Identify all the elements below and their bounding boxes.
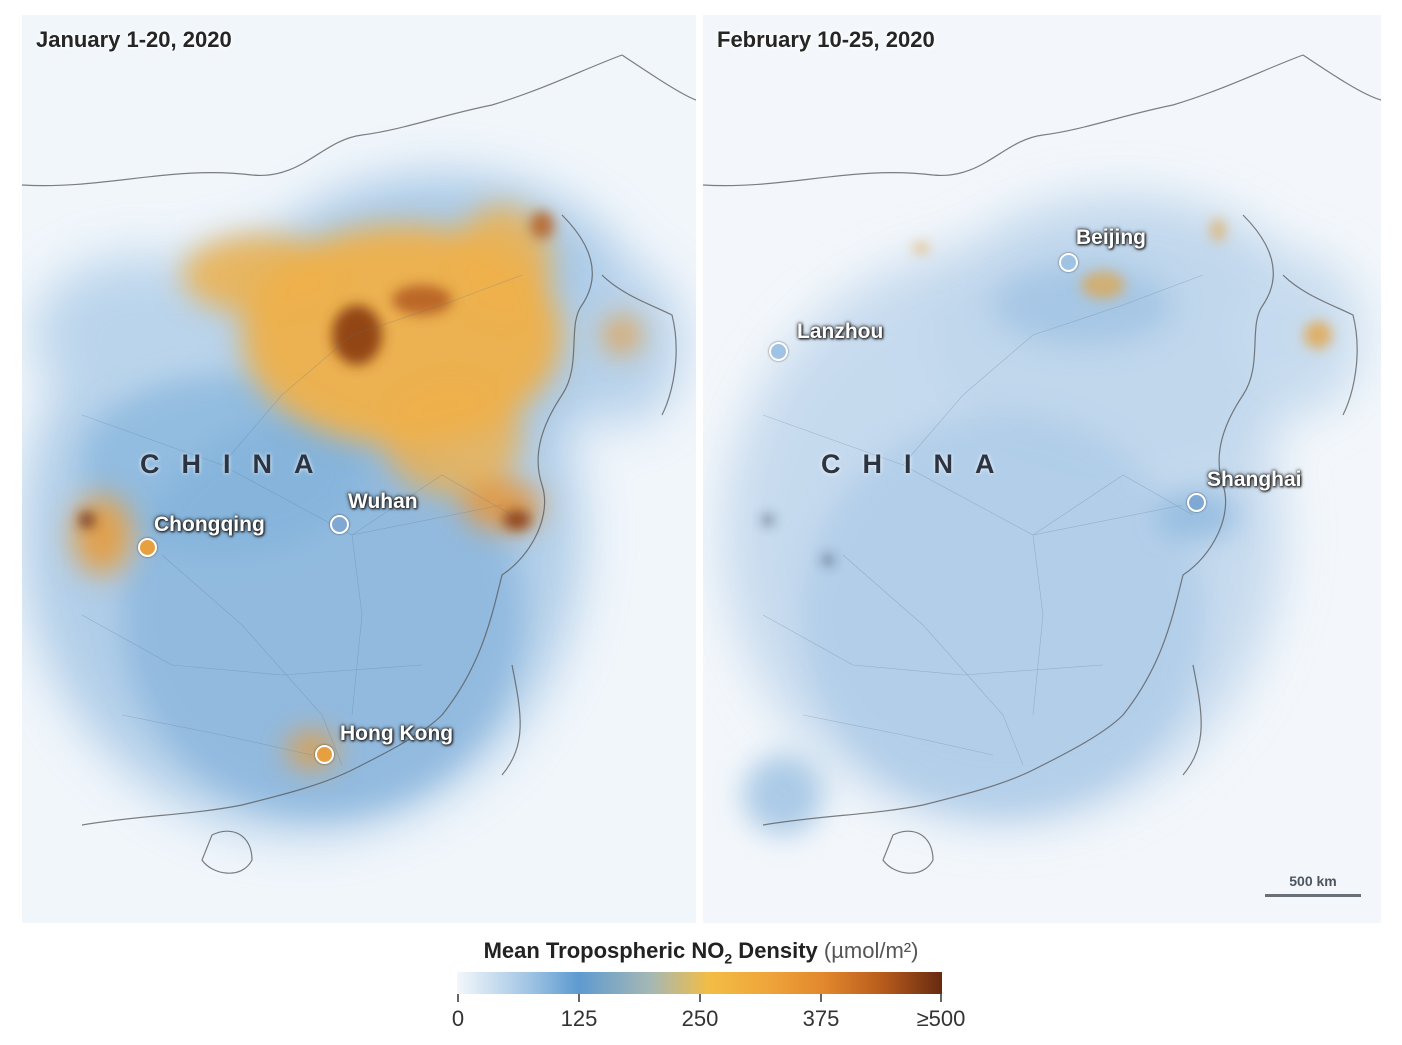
country-label-china: CHINA [821,449,1017,479]
legend-tick [578,994,580,1002]
city-label-wuhan: Wuhan [348,490,418,513]
panel-title-february: February 10-25, 2020 [717,27,935,52]
color-legend: Mean Tropospheric NO2 Density (µmol/m²) … [0,930,1402,1045]
city-marker-hong-kong[interactable] [315,745,334,764]
legend-title-rest: Density [732,938,824,963]
legend-tick-label-375: 375 [802,1006,840,1031]
country-label-china: CHINA [140,449,336,479]
legend-tick-label-0: 0 [451,1006,465,1031]
city-label-shanghai: Shanghai [1207,468,1302,491]
no2-map-january [22,15,696,923]
legend-tick [699,994,701,1002]
legend-title-subscript: 2 [724,950,733,967]
no2-map-february [703,15,1381,923]
city-label-lanzhou: Lanzhou [797,320,884,343]
scale-bar: 500 km [1265,873,1361,905]
panel-title-january: January 1-20, 2020 [36,27,232,52]
legend-tick-label-250: 250 [681,1006,719,1031]
city-label-beijing: Beijing [1076,226,1147,249]
city-label-hong-kong: Hong Kong [340,722,454,745]
legend-units: (µmol/m²) [823,938,919,963]
legend-tick-label-125: 125 [560,1006,598,1031]
scale-bar-label: 500 km [1289,873,1337,889]
legend-tick-label-500: ≥500 [916,1006,966,1031]
map-panel-january: January 1-20, 2020 CHINA Chongqing Wuhan… [22,15,696,923]
city-marker-chongqing[interactable] [138,538,157,557]
map-panel-february: February 10-25, 2020 CHINA Beijing Lanzh… [703,15,1381,923]
scale-bar-line [1265,894,1361,897]
city-marker-beijing[interactable] [1059,253,1078,272]
legend-color-bar [457,972,942,994]
city-label-chongqing: Chongqing [154,513,265,536]
city-marker-lanzhou[interactable] [769,342,788,361]
legend-title: Mean Tropospheric NO2 Density (µmol/m²) [0,938,1402,966]
legend-title-main: Mean Tropospheric NO [483,938,725,963]
legend-tick [940,994,942,1002]
city-marker-wuhan[interactable] [330,515,349,534]
legend-tick [820,994,822,1002]
city-marker-shanghai[interactable] [1187,493,1206,512]
legend-tick [457,994,459,1002]
